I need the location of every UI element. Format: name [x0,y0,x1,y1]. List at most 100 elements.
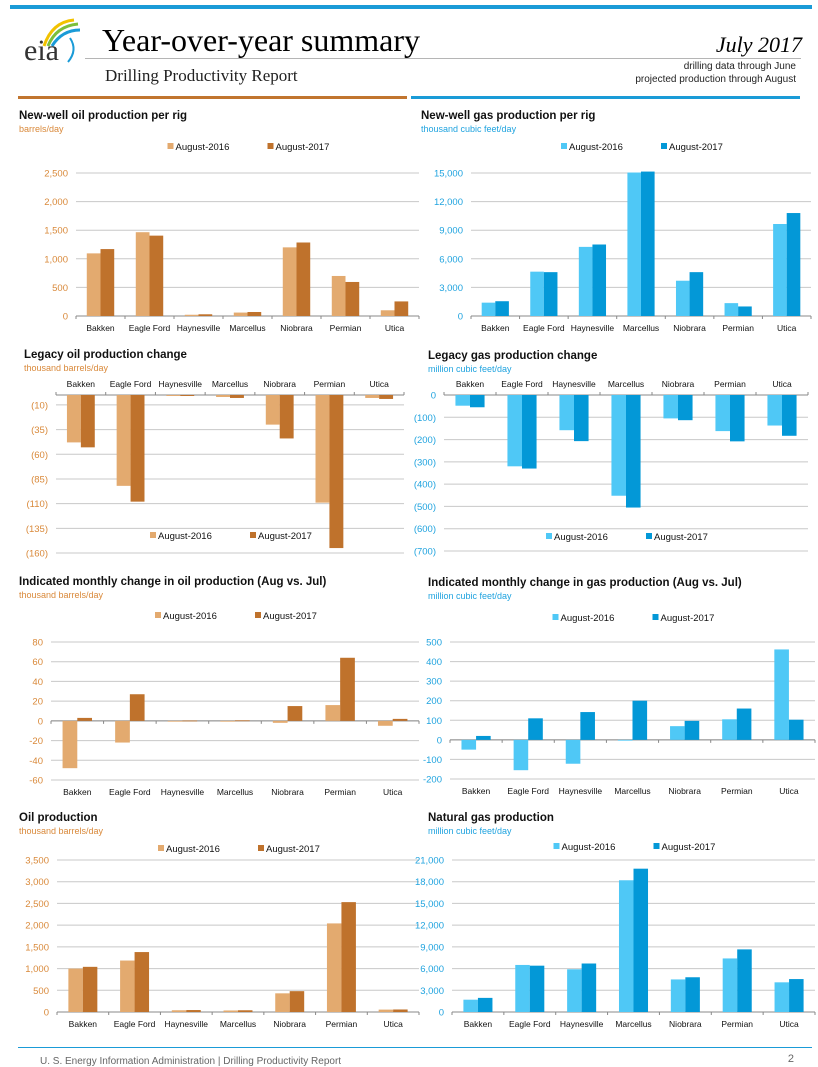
bar-august-2017 [730,395,745,442]
chart-title: Legacy gas production change [428,350,598,362]
bar-august-2017 [633,868,649,1012]
bar-august-2017 [528,718,543,740]
chart-panel-new-well-oil: 0 500 1,000 1,500 2,000 2,500 Bakken Eagle Ford… [19,110,420,340]
legend-label: August-2017 [669,142,723,153]
y-tick-label: 6,000 [420,964,444,975]
y-tick-label: 15,000 [434,169,463,180]
legend-label: August-2017 [263,611,317,622]
chart-unit: million cubic feet/day [428,591,512,601]
bar-august-2016 [171,1010,187,1012]
y-tick-label: 0 [458,312,463,323]
bar-august-2017 [230,395,244,398]
gas-section-rule [411,96,800,99]
bar-august-2016 [507,395,522,467]
legend-label: August-2016 [166,844,220,855]
bar-august-2016 [715,395,730,432]
y-tick-label: 15,000 [415,899,444,910]
bar-august-2017 [134,952,150,1012]
chart-title: Natural gas production [428,812,554,824]
bar-august-2016 [627,172,641,316]
category-label: Niobrara [263,379,296,389]
y-tick-label: 400 [426,657,442,668]
bar-august-2016 [184,314,199,316]
y-tick-label: 12,000 [415,921,444,932]
bar-august-2016 [578,246,593,316]
category-label: Marcellus [615,1019,651,1029]
legend-swatch [661,143,667,149]
category-label: Haynesville [165,1019,209,1029]
category-label: Marcellus [220,1019,256,1029]
bar-august-2017 [782,395,797,436]
category-label: Marcellus [217,787,253,797]
y-tick-label: 2,000 [44,197,68,208]
bar-august-2017 [470,395,485,408]
chart-unit: million cubic feet/day [428,826,512,836]
legend-label: August-2016 [562,842,616,853]
y-tick-label: (135) [26,524,48,535]
bar-august-2017 [182,720,198,722]
bar-august-2017 [235,720,250,722]
chart-title: Oil production [19,812,98,824]
bar-august-2016 [265,395,280,425]
bar-august-2017 [581,963,597,1012]
legend-label: August-2016 [561,613,615,624]
category-label: Marcellus [608,379,644,389]
y-tick-label: 80 [32,638,43,649]
chart-unit: thousand cubic feet/day [421,124,517,134]
y-tick-label: 1,000 [25,964,49,975]
bar-august-2017 [379,395,394,399]
y-tick-label: 0 [431,391,436,402]
y-tick-label: -20 [29,736,43,747]
y-tick-label: 500 [52,283,68,294]
y-tick-label: 500 [33,986,49,997]
y-tick-label: -40 [29,756,43,767]
y-tick-label: 0 [439,1008,444,1019]
bar-august-2016 [326,923,342,1012]
category-label: Eagle Ford [523,323,565,333]
bar-august-2016 [216,395,230,397]
bar-august-2017 [82,966,98,1012]
y-tick-label: (10) [31,400,48,411]
y-tick-label: 1,000 [44,254,68,265]
category-label: Marcellus [623,323,659,333]
chart-svg: (10) (35) (60) (85) (110) (135) (160) Bakken Eag… [26,379,405,560]
bar-august-2016 [463,999,478,1012]
chart-panel-oil-production: 0 500 1,000 1,500 2,000 2,500 3,000 3,500 Bakken… [19,812,420,1042]
legend-swatch [552,614,559,620]
legend-label: August-2017 [276,142,330,153]
legend-label: August-2016 [158,531,212,542]
legend-swatch [561,143,567,149]
legend-label: August-2017 [654,532,708,543]
chart-title: Indicated monthly change in gas producti… [428,577,742,589]
category-label: Bakken [481,323,510,333]
category-label: Permian [722,323,754,333]
bar-august-2017 [592,244,607,316]
chart-svg: 0 (100) (200) (300) (400) (500) (600) (700) Bakk… [414,379,809,558]
category-label: Utica [369,379,389,389]
bar-august-2017 [543,272,558,316]
bar-august-2016 [135,232,150,316]
bar-august-2017 [80,395,95,448]
y-tick-label: (300) [414,457,436,468]
legend-swatch [653,843,660,849]
legend-swatch [250,532,256,538]
bar-august-2017 [130,395,145,502]
category-label: Permian [324,787,356,797]
y-tick-label: -200 [423,775,442,786]
category-label: Eagle Ford [129,323,171,333]
category-label: Marcellus [614,786,650,796]
bar-august-2016 [86,253,101,316]
bar-august-2016 [272,720,288,723]
y-tick-label: 3,000 [439,283,463,294]
bar-august-2017 [198,314,213,316]
legend-label: August-2016 [163,611,217,622]
category-label: Haynesville [560,1019,604,1029]
y-tick-label: (60) [31,450,48,461]
legend-label: August-2017 [661,613,715,624]
category-label: Eagle Ford [501,379,543,389]
bar-august-2016 [315,395,330,503]
legend-label: August-2017 [266,844,320,855]
bar-august-2016 [220,720,235,722]
category-label: Bakken [63,787,92,797]
bar-august-2016 [617,739,633,741]
